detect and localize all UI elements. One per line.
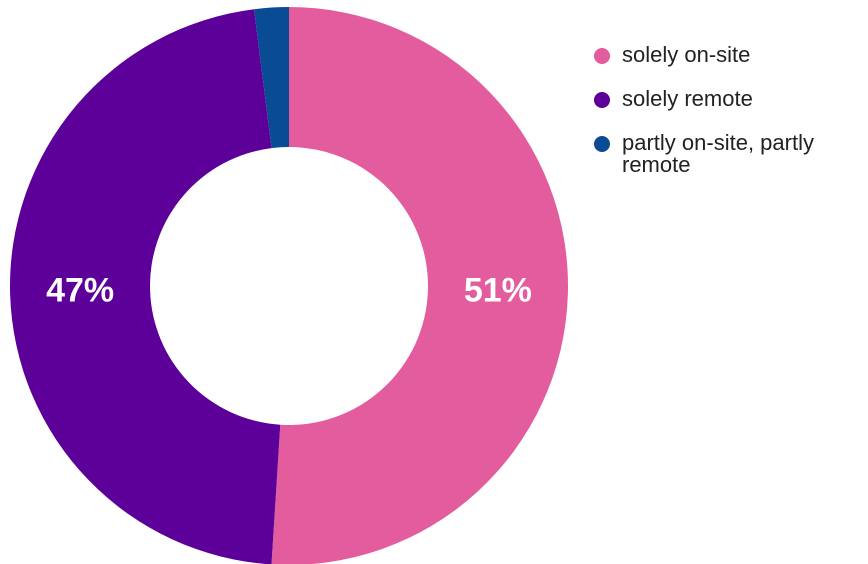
slice-solely-on-site [271,7,569,564]
legend-item-solely-remote: solely remote [594,86,753,111]
legend-label: solely on-site [622,42,750,67]
legend-item-solely-on-site: solely on-site [594,42,750,67]
donut-slices [10,7,569,564]
legend-label: solely remote [622,86,753,111]
legend-marker [594,48,610,64]
legend-label: partly on-site, partly [622,130,814,155]
data-label-solely-on-site: 51% [464,272,532,310]
data-label-solely-remote: 47% [46,272,114,310]
slice-labels: 51% 47% [46,272,532,310]
legend: solely on-site solely remote partly on-sit… [594,42,814,177]
slice-partly-on-site-partly-remote [254,7,289,149]
legend-marker [594,136,610,152]
legend-label: remote [622,152,690,177]
slice-solely-remote [10,9,281,564]
legend-marker [594,92,610,108]
